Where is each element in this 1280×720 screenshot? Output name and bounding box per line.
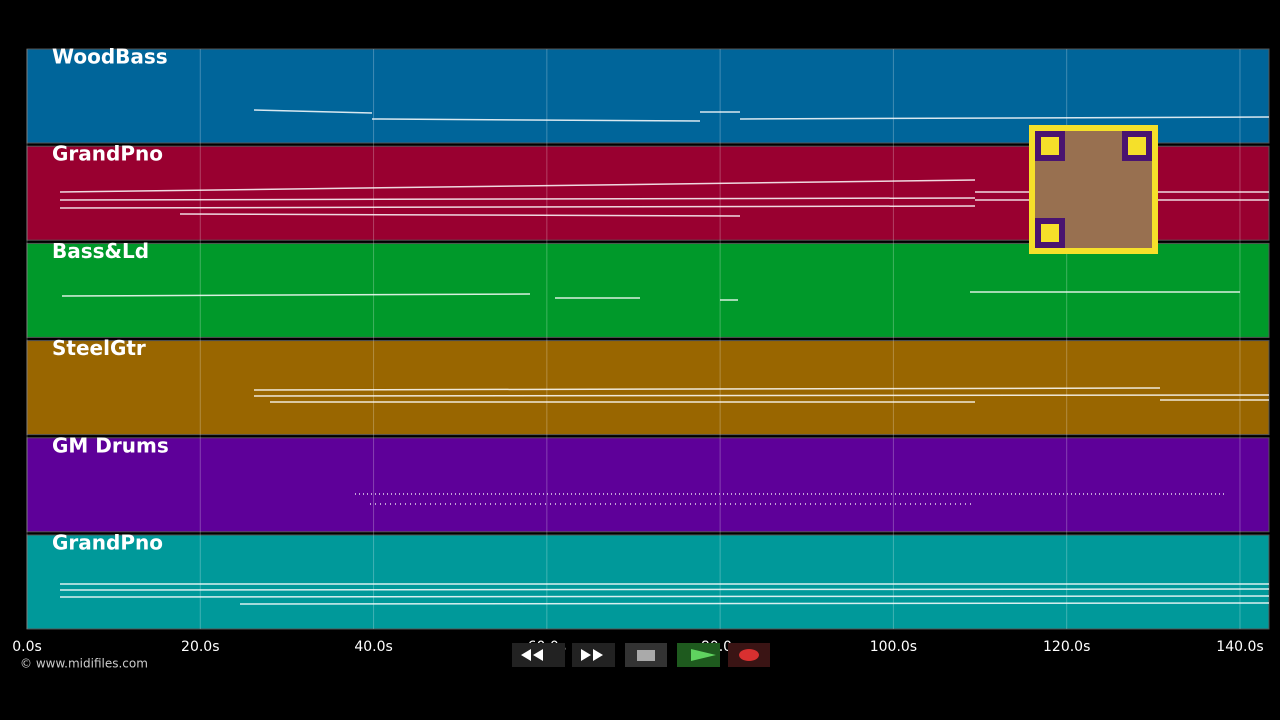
x-tick-label: 40.0s [354,639,392,655]
x-tick-label: 20.0s [181,639,219,655]
note [59,179,976,193]
note [253,387,1161,391]
qr-finder [1128,137,1146,155]
x-tick-label: 0.0s [12,639,42,655]
note [59,588,1270,591]
track-name: SteelGtr [52,336,146,360]
note [61,293,531,297]
note [739,116,1270,120]
note [239,602,1270,605]
copyright: © www.midifiles.com [20,657,148,671]
note [253,109,373,114]
note [371,118,701,122]
stop-button[interactable] [625,643,667,667]
rewind-icon [521,649,543,661]
track-lane [26,437,1270,533]
x-tick-label: 120.0s [1043,639,1090,655]
x-tick-label: 140.0s [1216,639,1263,655]
track-name: GM Drums [52,433,169,457]
note [179,213,741,217]
record-icon [739,649,759,661]
qr-finder [1041,137,1059,155]
note [59,205,976,209]
track-lane [26,242,1270,338]
track-name: GrandPno [52,142,163,166]
grid [26,49,1241,629]
play-icon [691,649,716,661]
forward-icon [581,649,603,661]
note [59,197,976,201]
track-lane [26,534,1270,630]
play-button[interactable] [677,643,720,667]
notes [59,109,1270,605]
qr-finder [1041,224,1059,242]
x-tick-label: 100.0s [870,639,917,655]
transport-controls [512,643,770,667]
track-name: GrandPno [52,531,163,555]
qr-code [1029,125,1158,254]
lane-labels: WoodBass GrandPno Bass&Ld SteelGtr GM Drums G… [52,45,169,555]
track-name: Bass&Ld [52,239,149,263]
note [253,394,1270,397]
rewind-button[interactable] [512,643,565,667]
track-name: WoodBass [52,45,168,69]
note [59,595,1270,598]
forward-button[interactable] [572,643,615,667]
stop-icon [637,650,655,661]
record-button[interactable] [728,643,770,667]
